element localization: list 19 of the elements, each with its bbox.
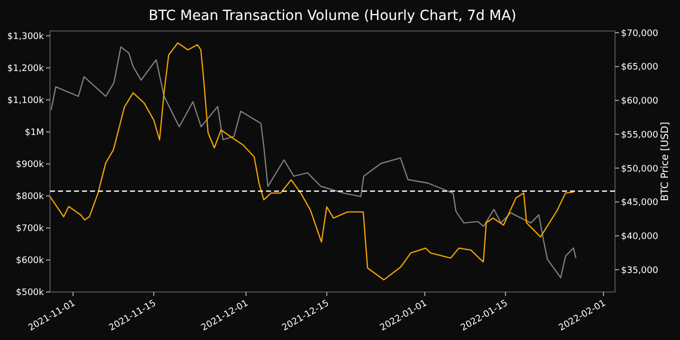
y2-tick-label: $35,000 [621,266,658,276]
y-tick-label: $1,300k [7,32,45,42]
chart-title: BTC Mean Transaction Volume (Hourly Chart, 7d MA) [148,8,516,24]
y2-tick-label: $50,000 [621,164,658,174]
y2-tick-label: $60,000 [621,96,658,107]
y2-tick-label: $70,000 [621,28,658,39]
y-tick-label: $600k [16,256,45,266]
y2-tick-label: $40,000 [621,232,658,242]
y2-tick-label: $55,000 [621,130,658,140]
y2-axis-title: BTC Price [USD] [660,122,671,202]
y-tick-label: $1M [24,128,44,138]
y2-tick-label: $65,000 [621,62,658,73]
y2-tick-label: $45,000 [621,198,658,208]
y-tick-label: $1,100k [7,96,45,106]
y-tick-label: $800k [16,192,45,202]
y-tick-label: $500k [16,288,45,298]
y-tick-label: $700k [16,224,45,234]
y-tick-label: $1,200k [7,64,45,74]
y-tick-label: $900k [16,160,45,170]
